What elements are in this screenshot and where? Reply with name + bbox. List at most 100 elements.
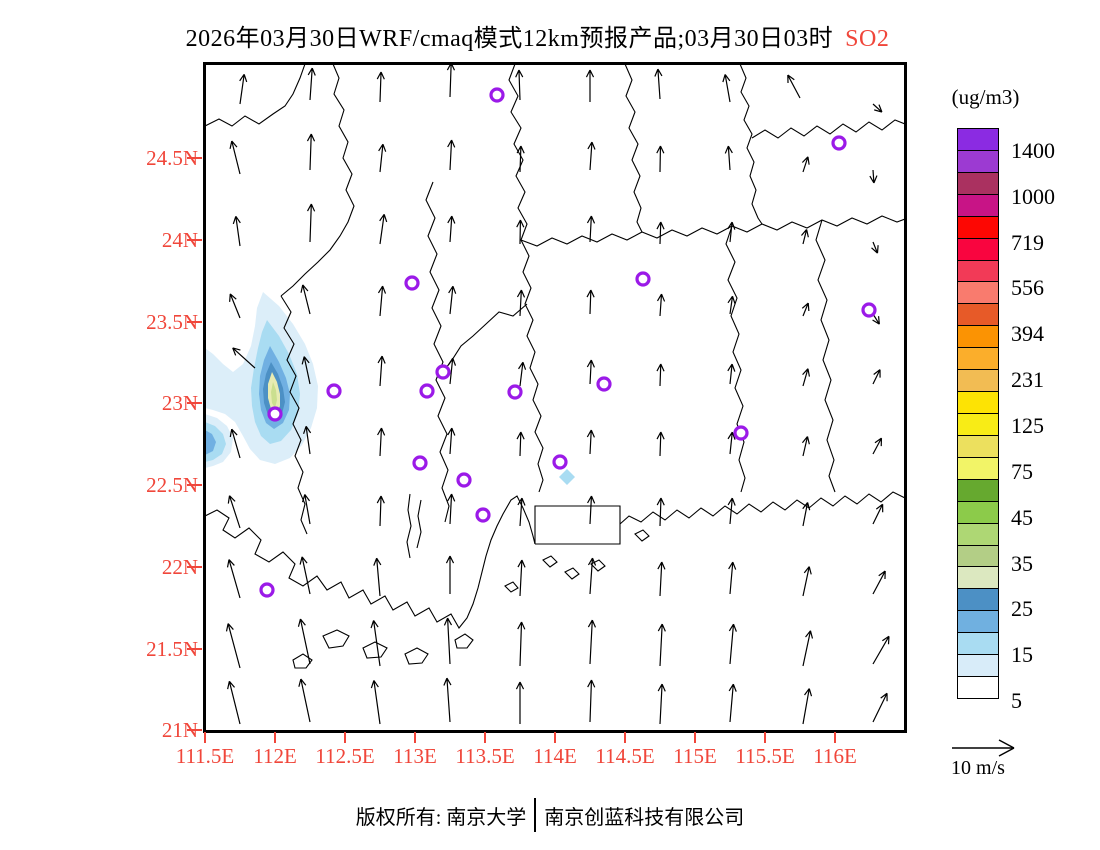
- wind-arrow: [379, 213, 388, 245]
- station-marker: [635, 271, 651, 287]
- wind-arrow: [370, 620, 381, 667]
- wind-arrow: [516, 289, 526, 317]
- station-marker: [596, 376, 612, 392]
- colorbar-cell: [957, 128, 999, 151]
- boundary-line: [442, 303, 528, 373]
- boundary-line: [624, 64, 643, 233]
- station-marker: [419, 383, 435, 399]
- wind-arrow: [586, 215, 596, 243]
- wind-arrow: [376, 71, 385, 103]
- wind-arrow: [871, 241, 879, 254]
- colorbar-level-label: 231: [1011, 367, 1044, 393]
- wind-arrow: [585, 69, 595, 102]
- colorbar-level-label: 556: [1011, 275, 1044, 301]
- lon-tick-mark: [694, 732, 696, 743]
- island-outline: [362, 641, 388, 659]
- wind-arrow: [801, 156, 810, 173]
- wind-arrow: [377, 427, 386, 457]
- wind-arrow: [800, 229, 809, 245]
- lon-tick-mark: [834, 732, 836, 743]
- boundary-line: [815, 219, 836, 493]
- island-outline: [634, 529, 650, 542]
- wind-arrow: [801, 436, 810, 457]
- wind-arrow: [516, 219, 525, 245]
- station-marker: [489, 87, 505, 103]
- lat-tick-label: 23.5N: [146, 310, 198, 334]
- wind-arrow: [301, 494, 311, 525]
- wind-arrow: [727, 295, 736, 315]
- wind-arrow: [656, 293, 666, 317]
- region-box: [534, 505, 621, 545]
- wind-arrow: [727, 221, 736, 243]
- wind-arrow: [587, 141, 596, 171]
- wind-arrow: [370, 680, 381, 725]
- station-marker: [552, 454, 568, 470]
- wind-arrow: [448, 285, 457, 315]
- boundary-line: [725, 225, 746, 493]
- lon-tick-mark: [624, 732, 626, 743]
- wind-arrow: [657, 683, 666, 725]
- wind-arrow: [515, 681, 525, 724]
- lat-tick-mark: [187, 157, 202, 159]
- wind-arrow: [447, 357, 457, 385]
- station-marker: [259, 582, 275, 598]
- colorbar-cell: [957, 150, 999, 173]
- boundary-line: [416, 499, 422, 549]
- station-marker: [326, 383, 342, 399]
- so2-contour-polygon: [559, 469, 575, 485]
- wind-arrow: [446, 64, 456, 98]
- island-outline: [542, 555, 558, 568]
- lon-tick-mark: [344, 732, 346, 743]
- wind-arrow: [656, 221, 665, 245]
- lon-tick-label: 111.5E: [175, 744, 235, 768]
- boundary-line: [751, 119, 905, 139]
- wind-arrow: [727, 431, 736, 455]
- lon-tick-label: 113.5E: [455, 744, 515, 768]
- colorbar-level-label: 125: [1011, 413, 1044, 438]
- lat-tick-label: 21.5N: [146, 637, 198, 661]
- island-outline: [292, 653, 313, 669]
- wind-arrow: [586, 289, 595, 315]
- wind-arrow: [378, 143, 387, 173]
- wind-arrow: [724, 145, 733, 171]
- wind-arrow: [586, 429, 595, 455]
- colorbar-cell: [957, 216, 999, 239]
- footer-owner-left: 版权所有: 南京大学: [355, 806, 527, 829]
- lat-tick-mark: [187, 566, 202, 568]
- wind-arrow: [373, 557, 382, 597]
- island-outline: [564, 567, 580, 580]
- colorbar-cell: [957, 260, 999, 282]
- wind-arrow: [802, 502, 811, 527]
- boundary-line: [406, 493, 412, 559]
- colorbar-cell: [957, 238, 999, 261]
- boundary-line: [425, 181, 450, 523]
- wind-arrow: [297, 618, 311, 665]
- boundary-line: [739, 64, 763, 225]
- wind-arrow: [377, 285, 387, 317]
- footer-divider: [534, 798, 537, 832]
- wind-arrow: [227, 495, 241, 529]
- lon-tick-label: 114.5E: [595, 744, 655, 768]
- colorbar-level-label: 719: [1011, 229, 1044, 255]
- lat-tick-label: 24.5N: [146, 146, 198, 170]
- wind-arrow: [787, 74, 801, 99]
- wind-legend-label: 10 m/s: [951, 757, 1005, 779]
- wind-arrow: [517, 559, 526, 597]
- wind-arrow: [376, 495, 385, 527]
- colorbar-cell: [957, 413, 999, 436]
- colorbar-level-label: 15: [1011, 642, 1033, 668]
- colorbar-cell: [957, 654, 999, 677]
- wind-arrow: [517, 497, 526, 527]
- colorbar-level-label: 394: [1011, 321, 1044, 347]
- lon-tick-mark: [484, 732, 486, 743]
- lat-tick-label: 23N: [161, 391, 198, 415]
- wind-arrow: [872, 570, 886, 595]
- lat-tick-label: 24N: [161, 228, 198, 252]
- colorbar-cell: [957, 566, 999, 589]
- boundary-line: [520, 215, 905, 247]
- wind-arrow: [727, 363, 736, 385]
- colorbar-unit-label: (ug/m3): [951, 85, 1020, 109]
- wind-arrow: [516, 431, 525, 457]
- so2-contour-polygon: [205, 430, 216, 455]
